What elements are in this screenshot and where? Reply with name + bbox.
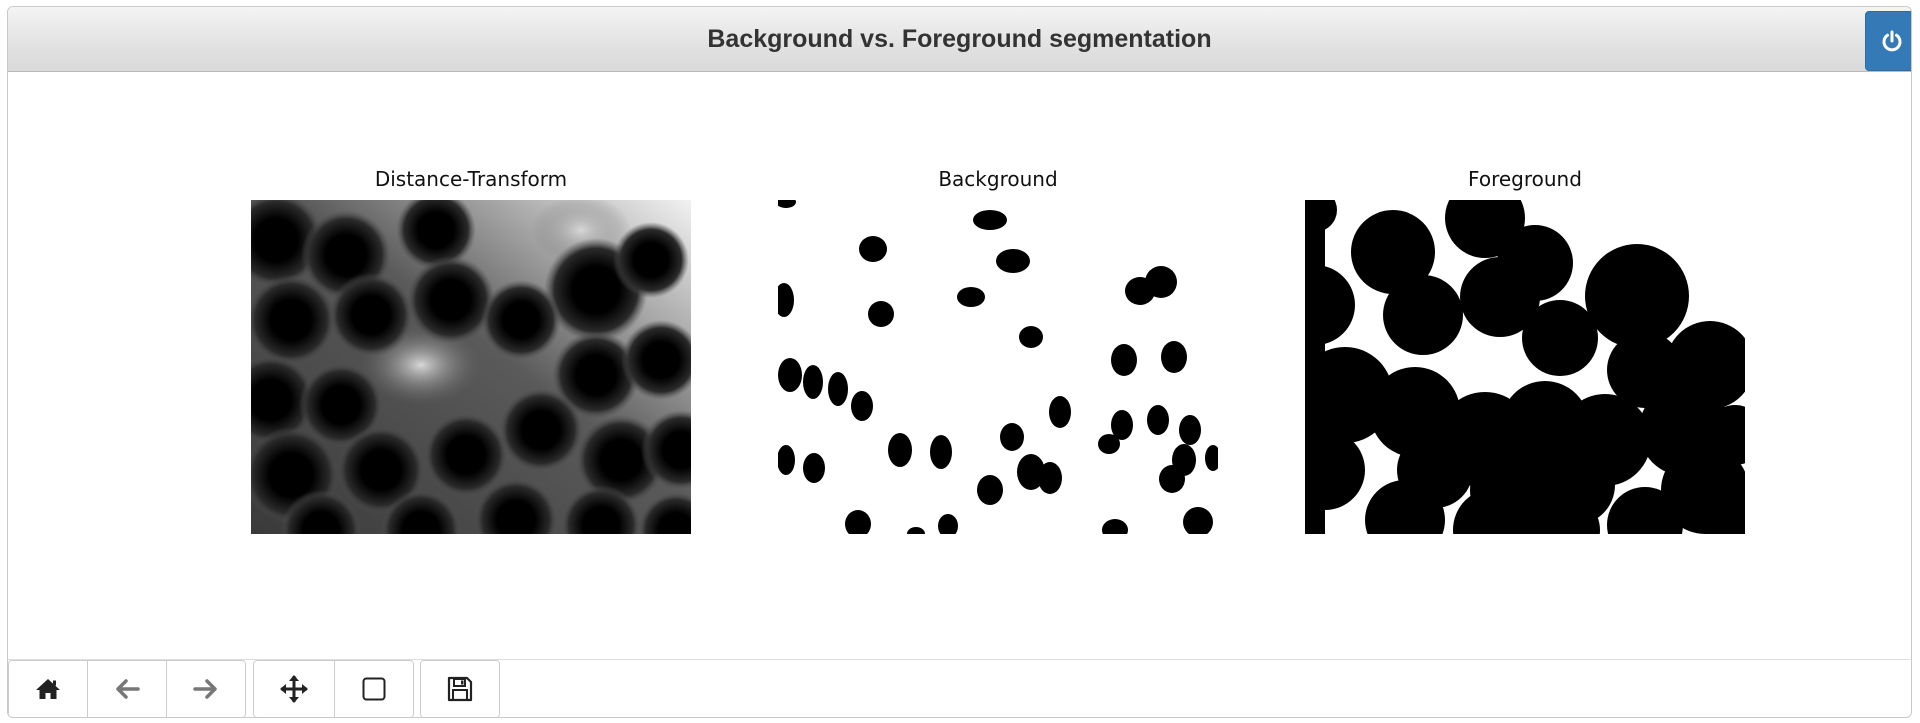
toolbar-group-navigation [8, 660, 246, 717]
back-arrow-icon [116, 679, 140, 699]
home-icon [36, 679, 60, 699]
panel-title: Distance-Transform [374, 167, 568, 191]
back-button[interactable] [88, 661, 167, 717]
forward-button[interactable] [167, 661, 245, 717]
pan-button[interactable] [254, 661, 335, 717]
panel-title: Foreground [1468, 167, 1582, 191]
move-cross-icon [280, 675, 308, 703]
toolbar-group-save [420, 660, 500, 717]
forward-arrow-icon [193, 679, 217, 699]
foreground-image [1305, 200, 1745, 534]
home-button[interactable] [9, 661, 88, 717]
power-icon [1882, 30, 1902, 52]
window-title: Background vs. Foreground segmentation [707, 24, 1212, 53]
toolbar-group-tools [253, 660, 414, 717]
distance-transform-image [251, 200, 691, 534]
titlebar: Background vs. Foreground segmentation [8, 7, 1911, 72]
zoom-rect-icon [362, 677, 386, 701]
zoom-rect-button[interactable] [335, 661, 413, 717]
figure-canvas[interactable]: Distance-Transform [8, 72, 1911, 660]
close-button[interactable] [1865, 11, 1911, 71]
background-image [778, 200, 1218, 534]
save-button[interactable] [421, 661, 499, 717]
figure-window: Background vs. Foreground segmentation D… [7, 6, 1912, 718]
panel-title: Background [938, 167, 1058, 191]
save-floppy-icon [447, 676, 473, 702]
